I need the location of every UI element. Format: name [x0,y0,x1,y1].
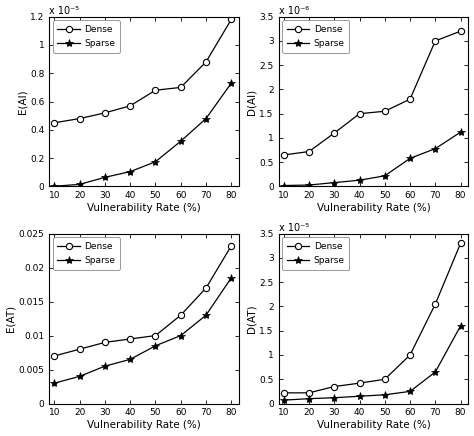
Dense [458,241,464,246]
Dense [102,110,108,116]
Sparse [458,323,464,328]
Dense [281,390,287,395]
Sparse [102,364,108,369]
Dense [203,286,209,291]
X-axis label: Vulnerability Rate (%): Vulnerability Rate (%) [87,420,201,430]
Text: x 10⁻⁶: x 10⁻⁶ [279,6,309,16]
Dense [356,381,362,386]
X-axis label: Vulnerability Rate (%): Vulnerability Rate (%) [87,203,201,213]
Dense [331,130,337,136]
Dense [382,377,388,382]
Dense [102,340,108,345]
Sparse [178,333,183,338]
Sparse [77,374,82,379]
X-axis label: Vulnerability Rate (%): Vulnerability Rate (%) [317,420,430,430]
Dense [306,149,312,154]
Legend: Dense, Sparse: Dense, Sparse [53,237,120,270]
Dense [128,336,133,341]
Legend: Dense, Sparse: Dense, Sparse [282,237,349,270]
Dense [281,152,287,157]
Sparse [356,394,362,399]
Line: Sparse: Sparse [50,274,236,387]
Sparse [281,183,287,188]
Dense [382,109,388,114]
Dense [432,38,438,44]
Sparse [331,395,337,400]
Dense [77,116,82,121]
Dense [331,384,337,389]
Dense [228,17,234,22]
Sparse [331,180,337,185]
Sparse [153,159,158,164]
Line: Dense: Dense [51,16,235,126]
Sparse [153,343,158,348]
Text: x 10⁻⁵: x 10⁻⁵ [49,6,80,16]
Dense [153,88,158,93]
Sparse [203,313,209,318]
Line: Sparse: Sparse [280,128,465,190]
Dense [458,28,464,34]
Sparse [407,156,413,161]
Sparse [306,182,312,187]
Dense [407,352,413,358]
Y-axis label: E(Al): E(Al) [18,89,27,114]
Sparse [281,398,287,403]
Sparse [52,184,57,189]
Dense [77,347,82,352]
Y-axis label: E(AT): E(AT) [6,305,16,332]
Sparse [77,182,82,187]
Dense [178,313,183,318]
Dense [128,103,133,109]
Sparse [458,129,464,135]
Dense [203,59,209,65]
Dense [52,120,57,126]
Sparse [178,139,183,144]
Line: Dense: Dense [281,240,464,396]
Dense [153,333,158,338]
Sparse [128,357,133,362]
Sparse [128,169,133,174]
Dense [407,96,413,102]
Line: Dense: Dense [51,243,235,359]
Y-axis label: D(Al): D(Al) [246,89,256,115]
Dense [356,111,362,116]
Sparse [228,275,234,280]
Sparse [432,369,438,375]
Line: Dense: Dense [281,28,464,158]
Dense [52,353,57,358]
Y-axis label: D(AT): D(AT) [246,304,256,333]
Dense [228,243,234,249]
Sparse [203,116,209,121]
Dense [178,85,183,90]
Sparse [432,146,438,151]
Sparse [52,381,57,386]
Dense [432,301,438,307]
Line: Sparse: Sparse [50,79,236,191]
Sparse [102,175,108,180]
Sparse [382,173,388,178]
Sparse [306,396,312,401]
Sparse [228,81,234,86]
X-axis label: Vulnerability Rate (%): Vulnerability Rate (%) [317,203,430,213]
Legend: Dense, Sparse: Dense, Sparse [53,20,120,53]
Sparse [382,392,388,397]
Dense [306,390,312,395]
Legend: Dense, Sparse: Dense, Sparse [282,20,349,53]
Line: Sparse: Sparse [280,322,465,404]
Sparse [407,389,413,394]
Text: x 10⁻⁵: x 10⁻⁵ [279,223,309,233]
Sparse [356,177,362,183]
